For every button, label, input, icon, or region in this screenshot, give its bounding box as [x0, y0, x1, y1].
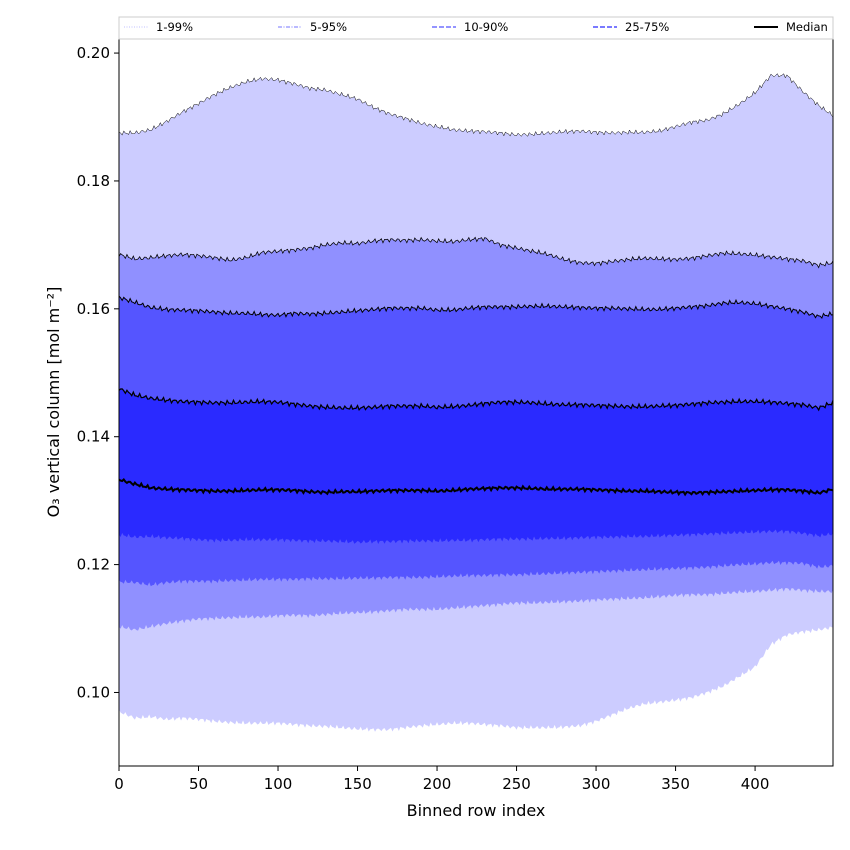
legend-label-5-95%: 5-95%: [310, 20, 347, 34]
y-tick-label: 0.12: [77, 556, 110, 574]
legend-box: [118, 16, 834, 40]
y-axis: 0.10 0.12 0.14 0.16 0.18 0.20: [77, 44, 119, 701]
x-tick-label: 350: [661, 775, 690, 793]
legend-label-Median: Median: [786, 20, 828, 34]
x-tick-label: 250: [502, 775, 531, 793]
band-upper-line-1-99%: [118, 73, 834, 137]
y-tick-label: 0.16: [77, 300, 110, 318]
band-upper-line-10-90%: [118, 295, 834, 320]
x-tick-label: 150: [343, 775, 372, 793]
legend: 1-99% 5-95% 10-90% 25-75% Median: [118, 16, 834, 40]
y-axis-title: O₃ vertical column [mol m⁻²]: [44, 287, 63, 518]
x-tick-label: 300: [582, 775, 611, 793]
band-upper-line-5-95%: [118, 236, 834, 269]
x-tick-label: 100: [264, 775, 293, 793]
legend-label-10-90%: 10-90%: [464, 20, 508, 34]
percentile-bands: [119, 73, 833, 732]
percentile-lines: [118, 73, 834, 497]
x-tick-label: 0: [114, 775, 124, 793]
y-tick-label: 0.10: [77, 683, 110, 701]
y-tick-label: 0.20: [77, 44, 110, 62]
x-axis: 0 50 100 150 200 250 300 350 400: [114, 766, 769, 793]
y-tick-label: 0.18: [77, 172, 110, 190]
x-tick-label: 50: [189, 775, 208, 793]
x-tick-label: 400: [741, 775, 770, 793]
legend-label-1-99%: 1-99%: [156, 20, 193, 34]
x-tick-label: 200: [423, 775, 452, 793]
y-tick-label: 0.14: [77, 428, 110, 446]
legend-label-25-75%: 25-75%: [625, 20, 669, 34]
band-upper-line-25-75%: [118, 388, 834, 412]
median-line: [118, 477, 834, 497]
x-axis-title: Binned row index: [407, 801, 546, 820]
band-25-75%: [119, 388, 833, 544]
